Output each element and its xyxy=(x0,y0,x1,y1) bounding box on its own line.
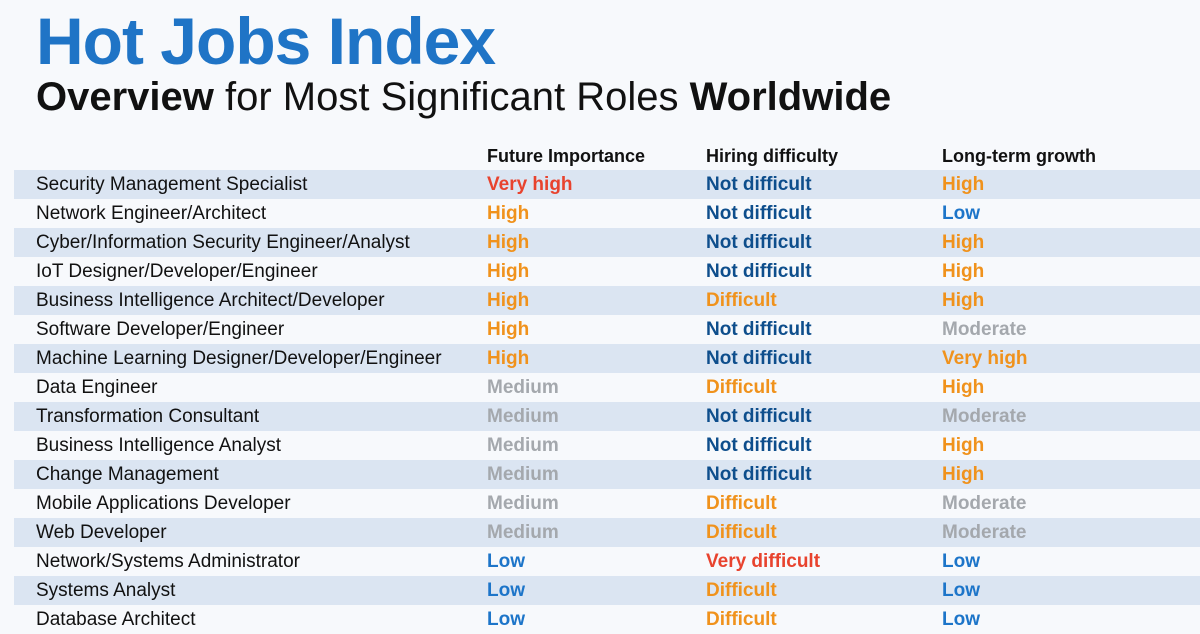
column-header-growth: Long-term growth xyxy=(942,146,1096,166)
importance-cell: Low xyxy=(487,609,525,630)
subtitle-overview: Overview xyxy=(36,75,214,119)
role-cell: Software Developer/Engineer xyxy=(36,319,285,340)
growth-cell: Low xyxy=(942,203,980,224)
growth-cell: Moderate xyxy=(942,319,1027,340)
growth-cell: High xyxy=(942,435,985,456)
hiring-cell: Not difficult xyxy=(706,261,812,282)
role-cell: Systems Analyst xyxy=(36,580,176,601)
role-cell: Security Management Specialist xyxy=(36,174,308,195)
role-cell: Network/Systems Administrator xyxy=(36,551,300,572)
importance-cell: High xyxy=(487,261,530,282)
table-row: Mobile Applications Developer Medium Diffi… xyxy=(14,489,1200,518)
growth-cell: Low xyxy=(942,609,980,630)
column-header-hiring: Hiring difficulty xyxy=(706,146,838,166)
growth-cell: Moderate xyxy=(942,493,1027,514)
hiring-cell: Not difficult xyxy=(706,406,812,427)
subtitle-worldwide: Worldwide xyxy=(689,75,892,119)
hiring-cell: Difficult xyxy=(706,580,777,601)
role-cell: Web Developer xyxy=(36,522,167,543)
growth-cell: Moderate xyxy=(942,406,1027,427)
hiring-cell: Difficult xyxy=(706,522,777,543)
table-row: Network Engineer/Architect High Not diffic… xyxy=(14,199,1200,228)
importance-cell: Medium xyxy=(487,464,559,485)
importance-cell: High xyxy=(487,319,530,340)
hiring-cell: Very difficult xyxy=(706,551,821,572)
role-cell: Transformation Consultant xyxy=(36,406,260,427)
importance-cell: High xyxy=(487,203,530,224)
growth-cell: High xyxy=(942,377,985,398)
growth-cell: Moderate xyxy=(942,522,1027,543)
role-cell: Business Intelligence Analyst xyxy=(36,435,282,456)
hiring-cell: Difficult xyxy=(706,493,777,514)
hiring-cell: Not difficult xyxy=(706,319,812,340)
hiring-cell: Not difficult xyxy=(706,174,812,195)
role-cell: Machine Learning Designer/Developer/Engi… xyxy=(36,348,442,369)
growth-cell: Low xyxy=(942,580,980,601)
role-cell: Data Engineer xyxy=(36,377,158,398)
hiring-cell: Difficult xyxy=(706,377,777,398)
growth-cell: Low xyxy=(942,551,980,572)
importance-cell: Medium xyxy=(487,377,559,398)
subtitle-middle: for Most Significant Roles xyxy=(213,75,690,119)
importance-cell: Medium xyxy=(487,406,559,427)
importance-cell: High xyxy=(487,348,530,369)
importance-cell: Low xyxy=(487,580,525,601)
role-cell: Change Management xyxy=(36,464,219,485)
jobs-table: Security Management Specialist Very high N… xyxy=(14,170,1200,634)
hiring-cell: Not difficult xyxy=(706,232,812,253)
table-row: Network/Systems Administrator Low Very dif… xyxy=(14,547,1200,576)
importance-cell: High xyxy=(487,232,530,253)
table-row: Business Intelligence Analyst Medium Not d… xyxy=(14,431,1200,460)
table-row: Software Developer/Engineer High Not diffi… xyxy=(14,315,1200,344)
page-subtitle: Overview for Most Significant Roles Worl… xyxy=(36,72,891,122)
growth-cell: High xyxy=(942,174,985,195)
table-row: Cyber/Information Security Engineer/Anal… xyxy=(14,228,1200,257)
hiring-cell: Not difficult xyxy=(706,464,812,485)
table-row: Transformation Consultant Medium Not diffi… xyxy=(14,402,1200,431)
table-row: IoT Designer/Developer/Engineer High Not d… xyxy=(14,257,1200,286)
role-cell: IoT Designer/Developer/Engineer xyxy=(36,261,318,282)
hiring-cell: Not difficult xyxy=(706,203,812,224)
role-cell: Network Engineer/Architect xyxy=(36,203,267,224)
table-row: Web Developer Medium Difficult Moderate xyxy=(14,518,1200,547)
page-title: Hot Jobs Index xyxy=(36,4,496,78)
growth-cell: High xyxy=(942,464,985,485)
table-row: Data Engineer Medium Difficult High xyxy=(14,373,1200,402)
importance-cell: High xyxy=(487,290,530,311)
hiring-cell: Not difficult xyxy=(706,435,812,456)
importance-cell: Very high xyxy=(487,174,573,195)
role-cell: Cyber/Information Security Engineer/Anal… xyxy=(36,232,410,253)
growth-cell: Very high xyxy=(942,348,1028,369)
importance-cell: Medium xyxy=(487,435,559,456)
table-row: Systems Analyst Low Difficult Low xyxy=(14,576,1200,605)
role-cell: Business Intelligence Architect/Develope… xyxy=(36,290,385,311)
table-row: Change Management Medium Not difficult High xyxy=(14,460,1200,489)
role-cell: Database Architect xyxy=(36,609,196,630)
role-cell: Mobile Applications Developer xyxy=(36,493,291,514)
growth-cell: High xyxy=(942,261,985,282)
table-row: Business Intelligence Architect/Develope… xyxy=(14,286,1200,315)
hiring-cell: Difficult xyxy=(706,609,777,630)
hiring-cell: Not difficult xyxy=(706,348,812,369)
table-row: Security Management Specialist Very high N… xyxy=(14,170,1200,199)
table-row: Machine Learning Designer/Developer/Engi… xyxy=(14,344,1200,373)
table-row: Database Architect Low Difficult Low xyxy=(14,605,1200,634)
growth-cell: High xyxy=(942,290,985,311)
importance-cell: Medium xyxy=(487,493,559,514)
importance-cell: Low xyxy=(487,551,525,572)
column-header-importance: Future Importance xyxy=(487,146,646,166)
hiring-cell: Difficult xyxy=(706,290,777,311)
importance-cell: Medium xyxy=(487,522,559,543)
growth-cell: High xyxy=(942,232,985,253)
